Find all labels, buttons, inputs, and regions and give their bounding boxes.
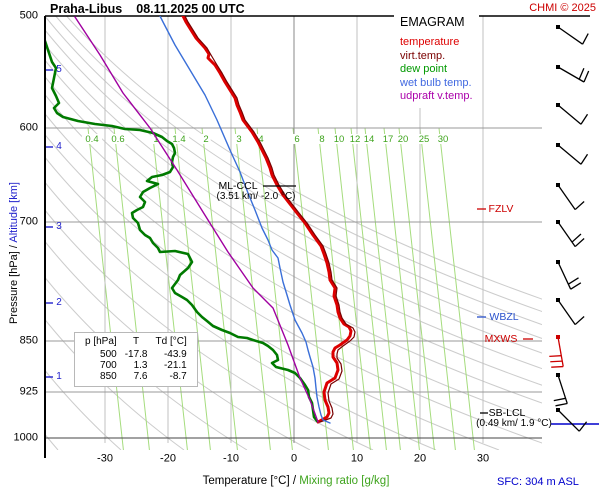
temp-tick-label: 10 <box>350 452 364 465</box>
wind-barb <box>556 298 585 326</box>
table-row: 500 -17.8 -43.9 <box>100 349 187 360</box>
table-header-temp: T <box>133 336 140 347</box>
mixing-ratio-label: 0.4 <box>85 134 98 145</box>
mixing-ratio-label: 30 <box>438 134 449 145</box>
mixing-ratio-label: 8 <box>319 134 324 145</box>
temp-tick-label: -20 <box>160 452 176 465</box>
wind-barb <box>556 408 588 432</box>
temp-tick-label: 30 <box>476 452 490 465</box>
annotation-mxws-label: MXWS <box>484 332 518 345</box>
wind-barb <box>556 183 585 211</box>
mixing-ratio-label: 6 <box>294 134 299 145</box>
pressure-tick-label: 850 <box>19 334 38 347</box>
curve-dew_point <box>46 40 319 423</box>
sounding-datetime: 08.11.2025 00 UTC <box>136 2 245 16</box>
altitude-tick-label: 3 <box>56 221 62 232</box>
altitude-tick-label: 4 <box>56 141 62 152</box>
sounding-curves <box>46 16 356 424</box>
annotation-wbzl-label: WBZL <box>489 310 519 323</box>
table-row: 850 7.6 -8.7 <box>100 371 187 382</box>
mixing-ratio-label: 4 <box>258 134 263 145</box>
legend-item-temperature: temperature <box>400 36 460 48</box>
temp-tick-label: 20 <box>413 452 427 465</box>
annotation-ml-ccl-detail: (3.51 km/ -2.0 °C) <box>216 191 296 202</box>
pressure-tick-label: 500 <box>19 9 38 22</box>
wind-barb <box>556 143 589 165</box>
legend-item-virt-temp: virt.temp. <box>400 49 446 62</box>
altitude-tick-label: 1 <box>56 371 62 382</box>
altitude-tick-label: 5 <box>56 64 62 75</box>
wind-barb <box>556 25 589 45</box>
legend-item-dew-point: dew point <box>400 63 448 75</box>
annotation-sb-lcl-detail: (0.49 km/ 1.9 °C) <box>476 418 552 429</box>
mixing-ratio-label: 1 <box>153 134 158 145</box>
page-title: Praha-Libus 08.11.2025 00 UTC <box>50 2 245 16</box>
wind-barb <box>556 220 585 248</box>
legend-item-wet-bulb: wet bulb temp. <box>400 76 472 89</box>
wind-barb <box>556 65 590 83</box>
annotation-fzlv-label: FZLV <box>488 202 514 215</box>
annotation-sb-lcl-label: SB-LCL <box>488 406 526 419</box>
temp-tick-label: 0 <box>290 452 298 465</box>
legend: EMAGRAM temperature virt.temp. dew point… <box>394 13 479 108</box>
wind-barb <box>556 103 589 125</box>
pressure-tick-label: 700 <box>19 215 38 228</box>
annotation-ml-ccl-label: ML-CCL <box>218 179 258 192</box>
table-header-dewpoint: Td [°C] <box>155 336 187 347</box>
surface-elevation-label: SFC: 304 m ASL <box>497 476 579 488</box>
table-row: 700 1.3 -21.1 <box>100 360 187 371</box>
mixing-ratio-label: 20 <box>398 134 409 145</box>
table-header-pressure: p [hPa] <box>85 336 117 347</box>
wind-barb <box>549 335 564 368</box>
x-axis-title: Temperature [°C] / Mixing ratio [g/kg] <box>202 475 390 487</box>
curve-temperature <box>181 16 353 424</box>
legend-item-updraft: udpraft v.temp. <box>400 90 473 102</box>
pressure-tick-label: 600 <box>19 121 38 134</box>
legend-title: EMAGRAM <box>400 15 465 29</box>
mixing-ratio-label: 14 <box>364 134 375 145</box>
mixing-ratio-axis-title: Mixing ratio [g/kg] <box>299 475 390 487</box>
mixing-ratio-label: 10 <box>334 134 345 145</box>
pressure-tick-label: 925 <box>19 385 38 398</box>
y-axis-title: Pressure [hPa] / Altitude [km] <box>8 182 20 324</box>
mixing-ratio-label: 1.4 <box>172 134 185 145</box>
curve-wet_bulb <box>159 16 331 424</box>
mixing-ratio-label: 12 <box>350 134 361 145</box>
pressure-tick-label: 1000 <box>13 431 38 444</box>
curve-virt_temp <box>184 16 356 423</box>
altitude-tick-label: 2 <box>56 297 62 308</box>
mixing-ratio-label: 2 <box>203 134 208 145</box>
mixing-ratio-label: 17 <box>383 134 394 145</box>
station-name: Praha-Libus <box>50 2 123 16</box>
curve-updraft_v_temp <box>74 16 319 423</box>
temp-tick-label: -10 <box>223 452 239 465</box>
mixing-ratio-label: 3 <box>236 134 241 145</box>
mixing-ratio-label: 25 <box>419 134 430 145</box>
wind-barb-column <box>549 25 599 432</box>
wind-barb <box>556 260 582 290</box>
temp-tick-label: -30 <box>97 452 113 465</box>
level-data-table: p [hPa] T Td [°C] 500 -17.8 -43.9 700 1.… <box>74 332 198 387</box>
background-lines <box>46 16 542 450</box>
wind-barb <box>553 373 568 407</box>
altitude-axis-title: Altitude [km] <box>8 182 20 243</box>
copyright-notice: CHMI © 2025 <box>529 2 596 14</box>
temperature-axis-title: Temperature [°C] <box>202 475 290 487</box>
pressure-axis-title: Pressure [hPa] <box>8 251 20 324</box>
mixing-ratio-label: 0.6 <box>111 134 124 145</box>
